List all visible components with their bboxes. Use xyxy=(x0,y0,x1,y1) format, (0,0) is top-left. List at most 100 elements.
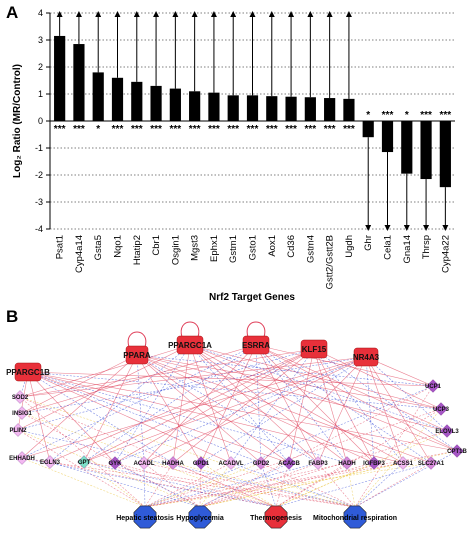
bar xyxy=(92,72,104,121)
network-edge xyxy=(255,344,375,464)
network-edge xyxy=(230,348,315,464)
network-edge xyxy=(49,461,201,508)
network-edge xyxy=(27,371,262,464)
gene-node xyxy=(254,456,268,470)
bar xyxy=(208,92,220,121)
bar xyxy=(246,95,259,121)
network-edge xyxy=(189,344,232,464)
gene-node xyxy=(311,456,325,470)
gene-label: SLC27A1 xyxy=(418,461,445,467)
hub-node xyxy=(300,339,328,359)
gene-tick-label: Gstt2/Gstt2B xyxy=(325,235,336,289)
bar xyxy=(324,98,336,121)
significance-label: *** xyxy=(285,124,297,135)
gene-tick-label: Cyp4a14 xyxy=(74,235,85,273)
significance-label: *** xyxy=(343,124,355,135)
network-edge xyxy=(200,344,257,464)
gene-tick-label: Cd36 xyxy=(286,235,297,258)
gene-label: ACADVL xyxy=(219,461,244,467)
regulatory-network: PPARGC1B PPARA PPARGC1A ESRRA KLF15 NR4A3 SOD2… xyxy=(6,321,468,529)
network-edge xyxy=(136,354,290,464)
network-edge xyxy=(27,371,51,463)
bar xyxy=(131,81,143,121)
network-edge xyxy=(143,462,201,508)
gene-node xyxy=(43,455,57,469)
gene-node xyxy=(450,444,464,458)
self-loop-edge xyxy=(246,321,266,338)
gene-tick-label: Gsta5 xyxy=(93,235,104,260)
network-edge xyxy=(255,344,434,387)
y-tick-label: 3 xyxy=(38,35,43,45)
network-edge xyxy=(317,356,367,464)
network-edge xyxy=(19,396,277,508)
significance-label: *** xyxy=(227,124,239,135)
gene-node xyxy=(424,456,438,470)
gene-label: ACACB xyxy=(278,461,300,467)
network-edge xyxy=(275,430,448,508)
network-edge xyxy=(136,354,448,432)
gene-node xyxy=(137,456,151,470)
network-edge xyxy=(83,461,277,508)
gene-tick-label: Ephx1 xyxy=(209,235,220,262)
significance-label: * xyxy=(366,110,370,121)
network-edge xyxy=(83,461,146,508)
network-edge xyxy=(255,344,319,464)
gene-tick-label: Htatip2 xyxy=(132,235,143,265)
self-loop-edge xyxy=(180,321,200,338)
network-edge xyxy=(143,462,146,508)
bar xyxy=(343,98,355,121)
outcome-label: Hepatic steatosis xyxy=(116,515,174,522)
network-edge xyxy=(199,462,404,508)
network-edge xyxy=(199,462,202,508)
network-edge xyxy=(17,348,315,431)
bar xyxy=(285,96,297,121)
gene-node xyxy=(224,456,238,470)
network-edge xyxy=(19,396,356,508)
y-tick-label: -1 xyxy=(35,143,43,153)
network-edge xyxy=(260,356,367,464)
network-edge xyxy=(144,462,232,508)
gene-label: UCP3 xyxy=(433,407,450,413)
network-edge xyxy=(288,348,315,464)
significance-label: *** xyxy=(112,124,124,135)
network-edge xyxy=(199,462,290,508)
gene-node xyxy=(15,451,29,465)
significance-label: *** xyxy=(420,110,432,121)
gene-node xyxy=(282,456,296,470)
network-edge xyxy=(19,344,191,398)
network-edge xyxy=(114,348,315,464)
gene-label: GPD1 xyxy=(193,461,210,467)
significance-label: *** xyxy=(73,124,85,135)
network-edge xyxy=(19,348,315,398)
network-edge xyxy=(255,344,348,464)
gene-tick-label: Gna14 xyxy=(402,235,413,264)
network-edge xyxy=(255,344,432,464)
significance-label: *** xyxy=(382,110,394,121)
network-edge xyxy=(189,344,448,432)
network-edge xyxy=(114,462,201,508)
network-edge xyxy=(354,408,442,508)
gene-node xyxy=(367,456,381,470)
gene-node xyxy=(11,423,25,437)
bar xyxy=(169,88,181,121)
network-edge xyxy=(255,344,262,464)
y-tick-label: -3 xyxy=(35,197,43,207)
network-edge xyxy=(136,354,262,464)
network-edge xyxy=(19,396,146,508)
network-edge xyxy=(365,356,375,464)
network-edge xyxy=(354,462,404,508)
gene-node xyxy=(434,402,448,416)
gene-label: ACSS1 xyxy=(393,461,414,467)
gene-tick-label: Cela1 xyxy=(383,235,394,260)
network-edge xyxy=(17,429,201,508)
bar xyxy=(401,121,413,174)
gene-node xyxy=(166,456,180,470)
significance-label: *** xyxy=(440,110,452,121)
network-edge xyxy=(172,344,191,464)
network-edge xyxy=(136,354,442,410)
network-edge xyxy=(136,354,145,464)
gene-label: GPT xyxy=(78,460,91,466)
bar xyxy=(381,121,394,153)
network-edge xyxy=(255,344,448,432)
